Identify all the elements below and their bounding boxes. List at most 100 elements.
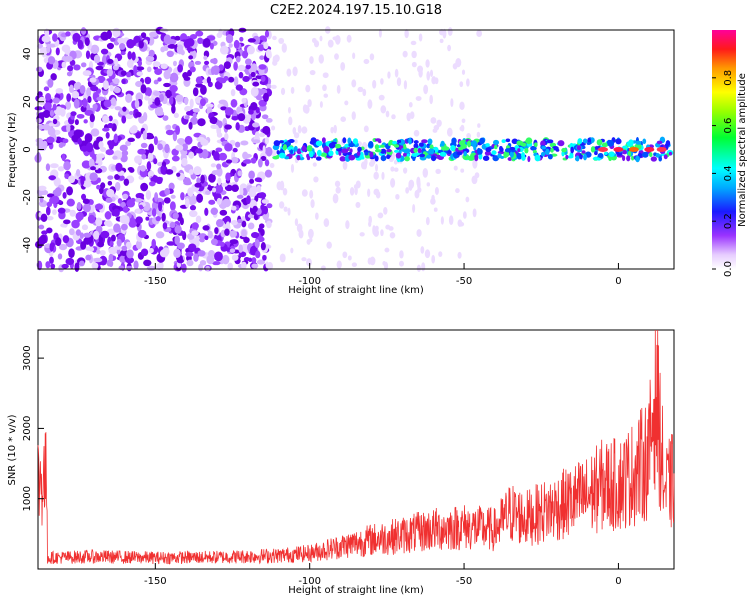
faint-blob bbox=[288, 116, 293, 126]
noise-blob bbox=[210, 207, 218, 215]
noise-blob bbox=[140, 182, 149, 192]
signal-blob bbox=[451, 137, 457, 145]
noise-blob bbox=[195, 30, 204, 37]
noise-blob bbox=[187, 187, 194, 197]
noise-blob bbox=[48, 175, 57, 181]
noise-blob bbox=[251, 139, 261, 144]
faint-blob bbox=[364, 158, 368, 167]
noise-blob bbox=[144, 76, 152, 85]
noise-blob bbox=[135, 80, 143, 88]
noise-blob bbox=[126, 249, 134, 259]
faint-blob bbox=[278, 37, 285, 44]
signal-blob bbox=[477, 147, 481, 153]
signal-blob bbox=[641, 151, 649, 158]
noise-blob bbox=[152, 90, 161, 97]
noise-blob bbox=[61, 44, 71, 53]
noise-blob bbox=[52, 33, 58, 42]
signal-blob bbox=[429, 144, 434, 150]
noise-blob bbox=[68, 84, 74, 94]
noise-blob bbox=[252, 205, 258, 213]
noise-blob bbox=[254, 131, 260, 140]
noise-blob bbox=[59, 107, 66, 117]
noise-blob bbox=[206, 76, 211, 84]
noise-blob bbox=[67, 175, 76, 184]
noise-blob bbox=[57, 207, 66, 214]
noise-blob bbox=[112, 27, 121, 38]
signal-blob bbox=[482, 155, 490, 161]
noise-blob bbox=[224, 124, 232, 130]
faint-blob bbox=[305, 84, 311, 93]
noise-blob bbox=[50, 195, 60, 204]
noise-blob bbox=[264, 30, 270, 38]
noise-blob bbox=[96, 177, 101, 183]
signal-blob bbox=[380, 144, 385, 148]
signal-blob bbox=[608, 151, 615, 157]
noise-blob bbox=[97, 241, 105, 248]
noise-blob bbox=[186, 259, 194, 267]
faint-blob bbox=[383, 206, 388, 215]
noise-blob bbox=[137, 148, 146, 155]
noise-blob bbox=[62, 235, 70, 244]
noise-blob bbox=[200, 84, 207, 95]
signal-blob bbox=[427, 138, 433, 145]
noise-blob bbox=[194, 182, 202, 188]
faint-blob bbox=[380, 78, 384, 85]
noise-blob bbox=[121, 115, 127, 124]
noise-blob bbox=[149, 31, 158, 38]
noise-blob bbox=[242, 75, 250, 82]
noise-blob bbox=[71, 90, 80, 99]
noise-blob bbox=[107, 58, 114, 65]
noise-blob bbox=[155, 176, 163, 185]
noise-blob bbox=[165, 89, 173, 99]
signal-blob bbox=[656, 140, 663, 145]
noise-blob bbox=[126, 59, 134, 68]
faint-blob bbox=[431, 194, 435, 202]
noise-blob bbox=[264, 159, 270, 167]
snr-y-axis-label: SNR (10 * v/v) bbox=[7, 414, 18, 485]
noise-blob bbox=[212, 261, 221, 266]
noise-blob bbox=[98, 141, 104, 149]
noise-blob bbox=[197, 118, 206, 127]
noise-blob bbox=[90, 85, 99, 92]
noise-blob bbox=[212, 57, 218, 65]
faint-blob bbox=[271, 125, 276, 131]
faint-blob bbox=[440, 216, 444, 225]
signal-blob bbox=[581, 150, 586, 154]
noise-blob bbox=[189, 200, 195, 206]
noise-blob bbox=[87, 214, 96, 224]
noise-blob bbox=[85, 142, 94, 153]
signal-blob bbox=[436, 154, 441, 159]
noise-blob bbox=[146, 161, 152, 171]
x-tick-label: 0 bbox=[615, 576, 621, 587]
noise-blob bbox=[188, 210, 198, 218]
signal-blob bbox=[347, 137, 352, 145]
noise-blob bbox=[260, 204, 265, 211]
faint-blob bbox=[461, 69, 466, 75]
noise-blob bbox=[90, 128, 100, 137]
signal-blob bbox=[417, 147, 422, 154]
noise-blob bbox=[256, 259, 266, 265]
noise-blob bbox=[237, 113, 246, 122]
heatmap-marks bbox=[34, 26, 674, 273]
noise-blob bbox=[145, 216, 150, 221]
noise-blob bbox=[49, 110, 55, 117]
noise-blob bbox=[110, 234, 116, 242]
faint-blob bbox=[319, 101, 323, 108]
noise-blob bbox=[81, 62, 87, 68]
noise-blob bbox=[192, 112, 197, 119]
noise-blob bbox=[224, 132, 229, 141]
signal-blob bbox=[336, 147, 342, 152]
noise-blob bbox=[112, 64, 119, 71]
faint-blob bbox=[385, 110, 390, 118]
noise-blob bbox=[65, 31, 71, 37]
noise-blob bbox=[228, 43, 233, 48]
faint-blob bbox=[282, 188, 288, 196]
noise-blob bbox=[165, 124, 172, 130]
noise-blob bbox=[172, 60, 177, 67]
faint-blob bbox=[466, 133, 472, 139]
noise-blob bbox=[225, 159, 233, 164]
noise-blob bbox=[184, 135, 193, 145]
noise-blob bbox=[45, 261, 51, 269]
noise-blob bbox=[135, 92, 144, 102]
heatmap-x-ticks: -150 -100 -50 0 bbox=[144, 263, 622, 287]
